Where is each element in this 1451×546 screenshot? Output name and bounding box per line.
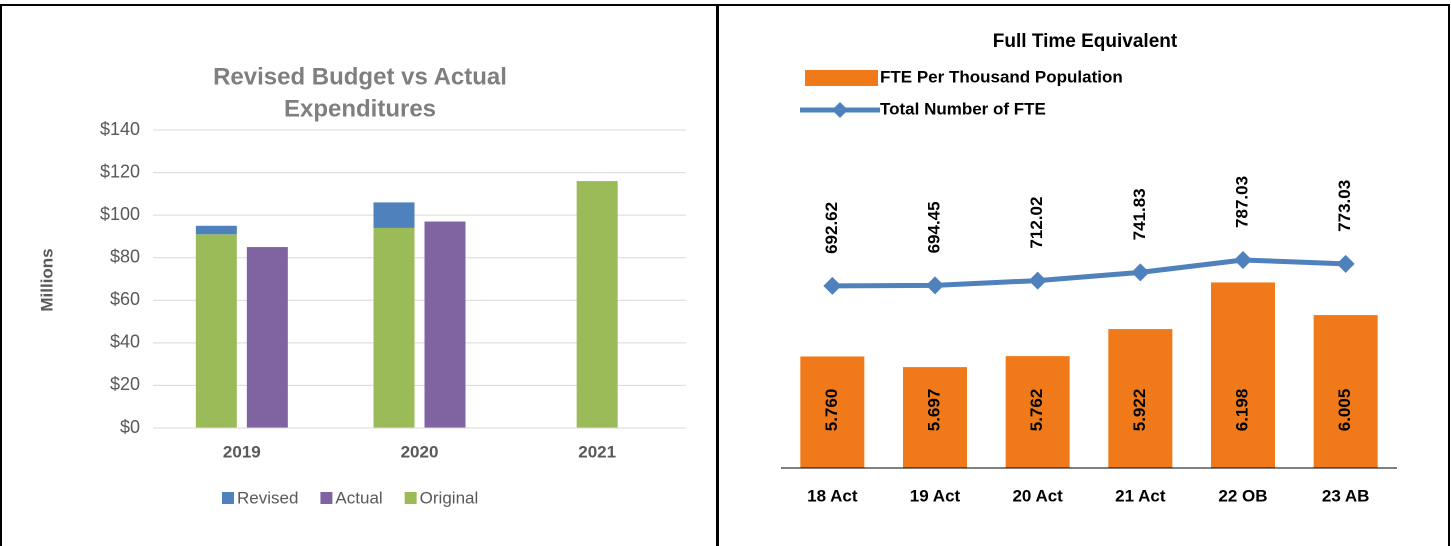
x-tick-label: 2019	[223, 442, 261, 461]
legend-label: Actual	[335, 488, 382, 507]
legend-label: Original	[420, 488, 479, 507]
line-marker	[1028, 271, 1047, 290]
x-tick-label: 21 Act	[1115, 486, 1166, 505]
line-value-label: 787.03	[1232, 176, 1251, 228]
legend-label: FTE Per Thousand Population	[880, 67, 1123, 86]
line-marker	[1336, 254, 1355, 273]
bar-value-label: 6.005	[1335, 389, 1354, 432]
bar-segment	[576, 181, 618, 428]
legend-swatch	[805, 70, 878, 86]
legend-swatch	[222, 492, 234, 504]
bar-value-label: 6.198	[1232, 389, 1251, 432]
bar-segment	[424, 221, 466, 428]
x-tick-label: 19 Act	[910, 486, 961, 505]
chart-title: Expenditures	[284, 95, 436, 122]
bar-segment	[373, 202, 415, 228]
line-value-label: 773.03	[1335, 180, 1354, 232]
bar-segment	[195, 225, 237, 235]
y-tick-label: $80	[110, 246, 140, 266]
y-tick-label: $20	[110, 374, 140, 394]
x-tick-label: 18 Act	[807, 486, 858, 505]
right-panel-frame	[717, 4, 1450, 546]
y-tick-label: $120	[100, 161, 140, 181]
line-marker	[926, 276, 944, 295]
bar-value-label: 5.762	[1027, 389, 1046, 432]
bar	[1108, 329, 1173, 468]
bar-value-label: 5.760	[822, 389, 841, 432]
y-tick-label: $40	[110, 332, 140, 352]
line-marker	[1234, 250, 1252, 269]
bar	[903, 367, 967, 468]
chart-title: Full Time Equivalent	[993, 31, 1178, 52]
line-value-label: 694.45	[924, 201, 943, 253]
legend-label: Revised	[237, 488, 298, 507]
bar	[1005, 356, 1070, 468]
x-tick-label: 22 OB	[1218, 486, 1267, 505]
line-value-label: 692.62	[822, 202, 841, 254]
x-tick-label: 2020	[401, 442, 439, 461]
bar	[800, 356, 865, 468]
bar-segment	[195, 234, 237, 428]
legend-marker	[832, 102, 848, 118]
line-marker	[1131, 263, 1150, 282]
x-tick-label: 2021	[578, 442, 616, 461]
bar-value-label: 5.697	[924, 389, 943, 432]
y-tick-label: $100	[100, 204, 140, 224]
x-tick-label: 23 AB	[1322, 486, 1370, 505]
y-axis-label: Millions	[37, 248, 56, 311]
line	[832, 257, 1346, 289]
legend-swatch	[320, 492, 333, 504]
chart-title: Revised Budget vs Actual	[213, 63, 507, 90]
line-marker	[823, 276, 842, 295]
line-value-label: 741.83	[1130, 188, 1149, 240]
bar	[1313, 315, 1378, 468]
legend-label: Total Number of FTE	[880, 99, 1046, 118]
bar	[1211, 282, 1275, 468]
legend-swatch	[404, 492, 417, 504]
bar-segment	[246, 247, 288, 428]
y-tick-label: $60	[110, 289, 140, 309]
x-tick-label: 20 Act	[1012, 486, 1063, 505]
y-tick-label: $0	[120, 417, 140, 437]
y-tick-label: $140	[100, 119, 140, 139]
bar-segment	[373, 227, 415, 428]
bar-value-label: 5.922	[1130, 389, 1149, 432]
line-value-label: 712.02	[1027, 197, 1046, 249]
